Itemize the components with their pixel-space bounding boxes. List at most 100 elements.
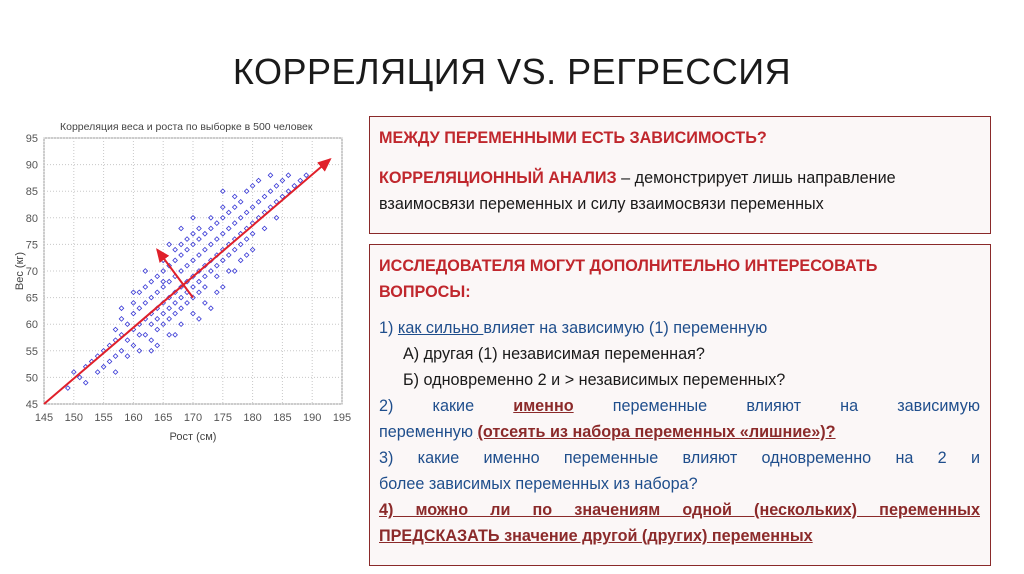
question-heading: МЕЖДУ ПЕРЕМЕННЫМИ ЕСТЬ ЗАВИСИМОСТЬ? xyxy=(379,129,767,147)
data-point xyxy=(184,300,190,306)
data-point xyxy=(279,193,286,200)
x-tick-label: 190 xyxy=(303,412,321,424)
question-2-line-2: переменную (отсеять из набора переменных… xyxy=(379,419,980,445)
data-point xyxy=(166,305,172,312)
data-point xyxy=(172,257,178,264)
data-point xyxy=(160,268,167,274)
data-point xyxy=(190,241,196,248)
data-point xyxy=(154,273,161,280)
data-point xyxy=(237,257,244,264)
data-point xyxy=(124,337,131,343)
y-tick-label: 70 xyxy=(26,266,38,278)
data-point xyxy=(136,332,143,338)
data-point xyxy=(285,172,292,179)
data-point xyxy=(261,193,268,200)
data-point xyxy=(273,183,280,189)
x-axis-label: Рост (см) xyxy=(170,431,217,443)
questions-heading-1: ИССЛЕДОВАТЕЛЯ МОГУТ ДОПОЛНИТЕЛЬНО ИНТЕРЕ… xyxy=(379,257,878,275)
data-point xyxy=(154,326,161,333)
data-point xyxy=(231,193,238,200)
question-1-option-a: А) другая (1) независимая переменная? xyxy=(403,345,705,363)
data-point xyxy=(219,188,226,195)
data-point xyxy=(100,363,107,370)
questions-box: ИССЛЕДОВАТЕЛЯ МОГУТ ДОПОЛНИТЕЛЬНО ИНТЕРЕ… xyxy=(369,244,991,566)
data-point xyxy=(237,214,244,221)
data-point xyxy=(130,289,137,296)
data-point xyxy=(202,300,208,306)
x-tick-label: 165 xyxy=(154,412,172,424)
data-point xyxy=(124,321,131,328)
question-1-prefix: 1) xyxy=(379,319,398,337)
correlation-box: МЕЖДУ ПЕРЕМЕННЫМИ ЕСТЬ ЗАВИСИМОСТЬ? КОРР… xyxy=(369,116,991,234)
data-point xyxy=(130,300,137,306)
data-point xyxy=(225,268,232,274)
data-point xyxy=(178,268,184,274)
question-2-end-emphasis: (отсеять из набора переменных «лишние»)? xyxy=(477,423,836,441)
y-tick-label: 80 xyxy=(26,213,38,225)
data-point xyxy=(196,316,202,322)
question-4-line-1: 4) можно ли по значениям одной (нескольк… xyxy=(379,501,980,519)
question-3-line-2: более зависимых переменных из набора? xyxy=(379,475,698,493)
data-point xyxy=(178,225,184,232)
data-point xyxy=(202,284,208,290)
question-1-rest: влияет на зависимую (1) переменную xyxy=(483,319,768,337)
data-point xyxy=(214,262,220,269)
data-point xyxy=(208,225,214,232)
data-point xyxy=(154,316,161,322)
chart-title: Корреляция веса и роста по выборке в 500… xyxy=(60,121,313,133)
data-point xyxy=(267,188,274,195)
data-point xyxy=(285,188,292,195)
data-point xyxy=(184,246,190,253)
y-tick-label: 90 xyxy=(26,160,38,172)
data-point xyxy=(166,332,172,338)
data-point xyxy=(196,252,202,258)
data-point xyxy=(273,214,280,221)
x-tick-label: 145 xyxy=(35,412,53,424)
data-point xyxy=(154,289,161,296)
data-point xyxy=(178,321,184,328)
question-1-option-b: Б) одновременно 2 и > независимых переме… xyxy=(403,371,786,389)
data-point xyxy=(142,332,149,338)
question-2-end-plain: переменную xyxy=(379,423,478,441)
data-point xyxy=(148,294,155,301)
data-point xyxy=(208,214,214,221)
data-point xyxy=(219,257,226,264)
data-point xyxy=(202,246,208,253)
correlation-term: КОРРЕЛЯЦИОННЫЙ АНАЛИЗ xyxy=(379,169,617,187)
data-point xyxy=(136,347,143,354)
data-point xyxy=(243,236,250,242)
question-1: 1) как сильно влияет на зависимую (1) пе… xyxy=(379,315,980,341)
chart-svg: 145 150 155 160 165 170 175 180 185 190 195 45 50 55 6… xyxy=(14,121,351,443)
data-point xyxy=(190,214,196,221)
question-4-line-2: ПРЕДСКАЗАТЬ значение другой (других) пер… xyxy=(379,527,813,545)
data-point xyxy=(142,284,149,290)
question-2-middle: переменные влияют на зависимую xyxy=(612,397,980,415)
data-point xyxy=(202,230,208,237)
data-point xyxy=(249,204,256,210)
data-point xyxy=(160,321,167,328)
data-point xyxy=(243,209,250,216)
question-3-line-1: 3) какие именно переменные влияют одновр… xyxy=(379,449,980,467)
data-point xyxy=(112,353,119,359)
data-point xyxy=(178,294,184,301)
data-point xyxy=(142,268,149,274)
data-point xyxy=(225,209,232,216)
data-point xyxy=(214,273,220,280)
y-tick-label: 60 xyxy=(26,319,38,331)
x-tick-label: 175 xyxy=(214,412,232,424)
data-point xyxy=(76,374,83,381)
question-2-line-1: 2) какие именно переменные влияют на зав… xyxy=(379,393,980,419)
data-point xyxy=(118,347,125,354)
data-point xyxy=(255,199,262,205)
data-point xyxy=(148,321,155,328)
data-point xyxy=(160,278,167,285)
data-point xyxy=(214,220,220,226)
data-point xyxy=(255,177,262,184)
data-point xyxy=(231,246,238,253)
data-point xyxy=(166,278,172,285)
data-point xyxy=(136,305,143,312)
data-point xyxy=(172,246,178,253)
x-tick-label: 195 xyxy=(333,412,351,424)
x-tick-label: 170 xyxy=(184,412,202,424)
data-point xyxy=(303,172,310,179)
